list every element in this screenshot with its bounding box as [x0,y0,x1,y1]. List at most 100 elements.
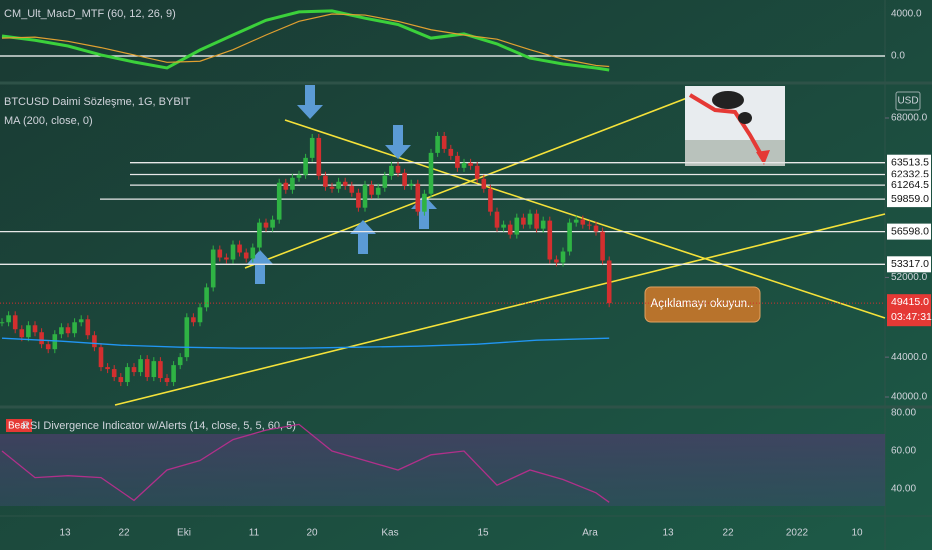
candle [52,334,58,350]
candle [507,224,513,235]
x-tick-label: 15 [477,528,489,539]
currency[interactable]: USD [897,96,918,107]
candle [6,315,11,323]
candle [78,319,84,323]
note: Açıklamayı okuyun.. [651,298,754,310]
candle [342,181,348,186]
candle [111,369,117,378]
x-tick-label: 10 [851,528,863,539]
y-tick-label: 52000.0 [891,272,928,283]
candle [151,361,157,378]
candle [375,187,381,195]
level-label: 63513.5 [891,156,929,168]
candle [171,365,176,383]
candle [191,317,196,323]
candle [356,192,361,208]
candle [600,231,605,261]
candle [468,162,473,166]
rsi-title: RSI Divergence Indicator w/Alerts (14, c… [22,420,296,432]
y-tick-label: 4000.0 [891,9,922,20]
candle [177,357,183,366]
candle [441,135,447,149]
candle [316,137,322,176]
candle [606,260,612,304]
candle [521,217,526,225]
candle [290,177,295,190]
candle [210,249,216,288]
candle [105,367,110,370]
level-label: 61264.5 [891,179,929,191]
candle [474,165,480,179]
candle [65,327,71,334]
bear-tag-bg [6,419,32,432]
candle [369,184,374,195]
x-tick-label: 13 [59,528,71,539]
candle [415,183,421,212]
candle [587,224,592,226]
last-price-bg [887,294,931,327]
candle [422,193,427,212]
currency-box[interactable] [895,91,921,111]
y-tick-label: 68000.0 [891,113,928,124]
candle [349,185,355,193]
candle [540,220,546,229]
candle [19,329,25,338]
candle [362,184,368,208]
candle [184,317,190,358]
candle [217,249,223,258]
candle [39,332,44,345]
candle [138,359,143,373]
candle [85,319,91,336]
candle [573,219,579,223]
level-label: 53317.0 [891,258,929,270]
arrow [297,85,323,119]
candle [131,367,137,373]
y-tick-label: 80.00 [891,408,916,419]
x-tick-label: Kas [381,528,398,539]
candle [408,183,414,186]
level-label-bg [887,223,931,240]
last-price-label: 49415.0 [891,296,929,308]
candle [270,219,275,228]
candle [323,175,328,187]
x-tick-label: 22 [118,528,130,539]
candle [448,148,454,156]
candle [593,225,599,232]
chart-title: BTCUSD Daimi Sözleşme, 1G, BYBIT [4,96,191,108]
candle [125,367,130,383]
candle [481,178,487,189]
level-label-bg [887,191,931,208]
candle [72,322,77,334]
candle [455,155,460,168]
candle [144,359,150,378]
candle [382,175,388,188]
candle [118,377,124,383]
candle [296,174,302,178]
note-box [644,286,761,323]
arrow [350,220,376,254]
candle [402,172,407,186]
candle [514,217,520,235]
candle [237,244,242,253]
candle [580,219,586,225]
candle [527,213,533,225]
candle [283,182,289,190]
candle [303,157,308,175]
rsi-band [0,434,885,506]
candle [224,257,229,260]
macd-line [1,9,610,72]
bear-tag: Bear [8,421,30,432]
candle [435,135,440,153]
candle [164,378,170,383]
level-label: 56598.0 [891,225,929,237]
candle [488,188,493,212]
candle [230,244,236,260]
x-tick-label: Eki [177,528,191,539]
candle [336,181,341,189]
candle [250,247,256,259]
y-tick-label: 44000.0 [891,352,928,363]
macd-title: CM_Ult_MacD_MTF (60, 12, 26, 9) [4,8,176,20]
level-label-bg [887,256,931,273]
y-tick-label: 40000.0 [891,392,928,403]
